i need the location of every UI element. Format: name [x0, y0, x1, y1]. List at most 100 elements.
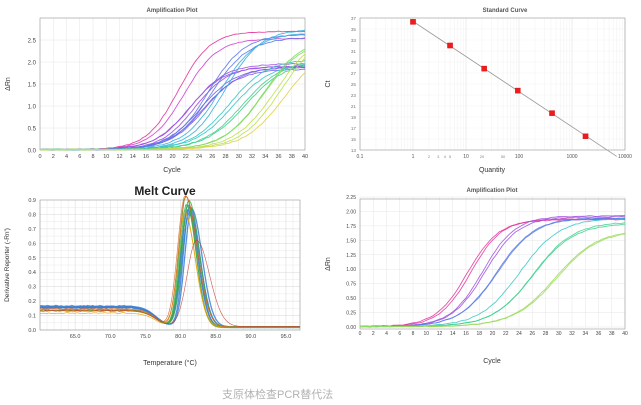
svg-text:Melt Curve: Melt Curve	[134, 184, 196, 198]
svg-text:24: 24	[516, 331, 522, 337]
svg-text:4: 4	[444, 154, 447, 159]
svg-text:10: 10	[463, 154, 469, 160]
svg-text:0.9: 0.9	[28, 198, 36, 204]
svg-text:20: 20	[490, 331, 496, 337]
svg-text:30: 30	[236, 154, 242, 160]
svg-text:36: 36	[275, 154, 281, 160]
svg-text:8: 8	[91, 154, 94, 160]
svg-text:1.5: 1.5	[28, 82, 37, 88]
svg-text:ΔRn: ΔRn	[325, 257, 332, 271]
svg-text:22: 22	[503, 331, 509, 337]
svg-text:0.4: 0.4	[28, 270, 36, 276]
svg-text:6: 6	[78, 154, 81, 160]
svg-text:37: 37	[351, 16, 357, 21]
svg-text:0.25: 0.25	[346, 311, 356, 317]
svg-text:1.0: 1.0	[28, 104, 37, 110]
svg-text:17: 17	[351, 126, 357, 131]
svg-text:34: 34	[582, 331, 588, 337]
svg-text:90.0: 90.0	[245, 334, 256, 340]
svg-text:0.2: 0.2	[28, 299, 36, 305]
svg-text:0.0: 0.0	[28, 328, 36, 334]
svg-text:1.25: 1.25	[346, 253, 356, 259]
svg-text:38: 38	[609, 331, 615, 337]
svg-text:2.25: 2.25	[346, 195, 356, 201]
svg-text:16: 16	[143, 154, 149, 160]
svg-text:4: 4	[65, 154, 68, 160]
svg-text:36: 36	[596, 331, 602, 337]
svg-text:3: 3	[437, 154, 440, 159]
svg-text:Temperature (°C): Temperature (°C)	[143, 359, 197, 367]
svg-text:31: 31	[351, 49, 357, 54]
svg-text:23: 23	[351, 93, 357, 98]
svg-text:80.0: 80.0	[175, 334, 186, 340]
svg-text:30: 30	[556, 331, 562, 337]
svg-text:2.00: 2.00	[346, 209, 356, 215]
svg-text:12: 12	[116, 154, 122, 160]
svg-text:Amplification Plot: Amplification Plot	[467, 188, 518, 194]
svg-text:0.75: 0.75	[346, 282, 356, 288]
svg-text:10: 10	[423, 331, 429, 337]
svg-text:32: 32	[249, 154, 255, 160]
svg-text:0.5: 0.5	[28, 126, 37, 132]
svg-text:2: 2	[428, 154, 431, 159]
svg-text:100: 100	[515, 154, 524, 160]
svg-text:Quantity: Quantity	[479, 167, 506, 174]
svg-text:ΔRn: ΔRn	[5, 77, 12, 91]
svg-text:28: 28	[222, 154, 228, 160]
svg-text:10000: 10000	[618, 154, 632, 160]
svg-text:2.5: 2.5	[28, 38, 37, 44]
svg-text:Derivative Reporter (-Rn'): Derivative Reporter (-Rn')	[4, 228, 11, 302]
svg-text:2.0: 2.0	[28, 60, 37, 66]
svg-text:0.0: 0.0	[28, 148, 37, 154]
svg-text:0.1: 0.1	[357, 154, 364, 160]
svg-text:1.50: 1.50	[346, 238, 356, 244]
svg-text:22: 22	[183, 154, 189, 160]
svg-text:20: 20	[480, 154, 485, 159]
svg-text:25: 25	[351, 82, 357, 87]
svg-text:Cycle: Cycle	[483, 358, 501, 365]
svg-text:5: 5	[449, 154, 452, 159]
svg-text:26: 26	[529, 331, 535, 337]
svg-text:65.0: 65.0	[70, 334, 81, 340]
svg-text:Standard Curve: Standard Curve	[483, 8, 528, 14]
svg-text:0.6: 0.6	[28, 241, 36, 247]
svg-text:19: 19	[351, 115, 357, 120]
svg-text:18: 18	[476, 331, 482, 337]
svg-text:0.1: 0.1	[28, 314, 36, 320]
svg-text:50: 50	[501, 154, 506, 159]
svg-text:13: 13	[351, 148, 357, 153]
svg-text:0.7: 0.7	[28, 227, 36, 233]
svg-text:85.0: 85.0	[210, 334, 221, 340]
svg-text:40: 40	[302, 154, 308, 160]
svg-text:15: 15	[351, 137, 357, 142]
svg-text:8: 8	[412, 331, 415, 337]
svg-text:0.3: 0.3	[28, 285, 36, 291]
svg-text:33: 33	[351, 38, 357, 43]
svg-text:28: 28	[543, 331, 549, 337]
svg-text:4: 4	[385, 331, 388, 337]
svg-text:75.0: 75.0	[140, 334, 151, 340]
svg-text:16: 16	[463, 331, 469, 337]
svg-text:1.75: 1.75	[346, 224, 356, 230]
svg-text:21: 21	[351, 104, 357, 109]
svg-text:18: 18	[156, 154, 162, 160]
svg-text:70.0: 70.0	[105, 334, 116, 340]
svg-text:0.00: 0.00	[346, 325, 356, 331]
svg-text:29: 29	[351, 60, 357, 65]
svg-text:0: 0	[38, 154, 41, 160]
svg-text:Amplification Plot: Amplification Plot	[147, 8, 198, 14]
svg-text:2: 2	[372, 331, 375, 337]
svg-text:34: 34	[262, 154, 268, 160]
svg-text:1: 1	[412, 154, 415, 160]
svg-text:20: 20	[169, 154, 175, 160]
svg-text:35: 35	[351, 27, 357, 32]
svg-text:Cycle: Cycle	[163, 167, 181, 174]
svg-text:14: 14	[450, 331, 456, 337]
svg-text:14: 14	[130, 154, 136, 160]
svg-text:95.0: 95.0	[281, 334, 292, 340]
svg-text:1.00: 1.00	[346, 267, 356, 273]
svg-text:26: 26	[209, 154, 215, 160]
svg-text:2: 2	[52, 154, 55, 160]
svg-text:0.5: 0.5	[28, 256, 36, 262]
svg-text:0.50: 0.50	[346, 296, 356, 302]
